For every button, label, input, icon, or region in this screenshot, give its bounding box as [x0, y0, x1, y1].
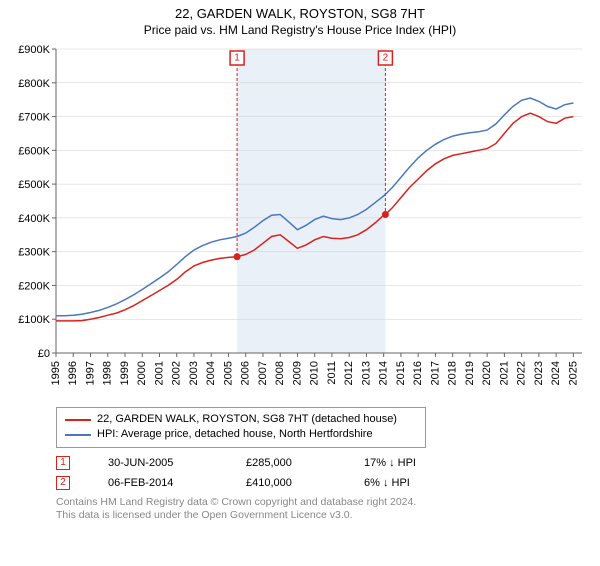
x-tick-label: 2016 — [412, 361, 424, 385]
chart-subtitle: Price paid vs. HM Land Registry's House … — [0, 23, 600, 37]
legend-swatch — [65, 434, 91, 436]
x-tick-label: 2023 — [533, 361, 545, 385]
x-tick-label: 2008 — [274, 361, 286, 385]
x-tick-label: 2001 — [153, 361, 165, 385]
y-tick-label: £200K — [18, 280, 50, 292]
y-tick-label: £700K — [18, 112, 50, 124]
x-tick-label: 2009 — [291, 361, 303, 385]
chart-title: 22, GARDEN WALK, ROYSTON, SG8 7HT — [0, 6, 600, 21]
x-tick-label: 2021 — [498, 361, 510, 385]
x-tick-label: 2000 — [136, 361, 148, 385]
x-tick-label: 2011 — [326, 361, 338, 385]
x-tick-label: 2015 — [395, 361, 407, 385]
x-tick-label: 1996 — [67, 361, 79, 385]
x-tick-label: 2017 — [429, 361, 441, 385]
transaction-delta: 17% ↓ HPI — [364, 457, 416, 469]
marker-dot — [382, 211, 389, 218]
x-tick-label: 2007 — [257, 361, 269, 385]
legend-label: HPI: Average price, detached house, Nort… — [97, 427, 373, 442]
x-tick-label: 2012 — [343, 361, 355, 385]
x-tick-label: 1997 — [84, 361, 96, 385]
transaction-row: 1 30-JUN-2005 £285,000 17% ↓ HPI — [56, 456, 600, 470]
y-tick-label: £100K — [18, 314, 50, 326]
transaction-price: £285,000 — [246, 457, 326, 469]
legend-label: 22, GARDEN WALK, ROYSTON, SG8 7HT (detac… — [97, 412, 397, 427]
transaction-date: 06-FEB-2014 — [108, 477, 208, 489]
marker-number: 2 — [383, 53, 389, 64]
x-tick-label: 2018 — [447, 361, 459, 385]
x-tick-label: 2004 — [205, 361, 217, 385]
line-chart-svg: £0 £100K £200K £300K £400K £500K £600K £700K £80… — [0, 43, 600, 403]
x-tick-label: 2003 — [188, 361, 200, 385]
legend-swatch — [65, 419, 91, 421]
x-tick-label: 1998 — [102, 361, 114, 385]
y-tick-label: £400K — [18, 213, 50, 225]
x-tick-label: 2005 — [222, 361, 234, 385]
footer-line-1: Contains HM Land Registry data © Crown c… — [56, 496, 600, 510]
x-tick-label: 1995 — [50, 361, 62, 385]
legend-box: 22, GARDEN WALK, ROYSTON, SG8 7HT (detac… — [56, 407, 426, 448]
x-tick-label: 1999 — [119, 361, 131, 385]
transaction-date: 30-JUN-2005 — [108, 457, 208, 469]
chart-area: £0 £100K £200K £300K £400K £500K £600K £700K £80… — [0, 43, 600, 403]
y-tick-label: £600K — [18, 145, 50, 157]
legend-row: 22, GARDEN WALK, ROYSTON, SG8 7HT (detac… — [65, 412, 417, 427]
y-tick-label: £500K — [18, 179, 50, 191]
y-tick-label: £800K — [18, 78, 50, 90]
y-tick-label: £0 — [38, 348, 50, 360]
transaction-delta: 6% ↓ HPI — [364, 477, 410, 489]
x-tick-label: 2020 — [481, 361, 493, 385]
x-tick-label: 2010 — [309, 361, 321, 385]
x-tick-label: 2024 — [550, 361, 562, 385]
y-tick-label: £900K — [18, 44, 50, 56]
footer-line-2: This data is licensed under the Open Gov… — [56, 509, 600, 523]
x-tick-label: 2025 — [567, 361, 579, 385]
transaction-marker: 2 — [56, 476, 70, 490]
x-tick-label: 2014 — [378, 361, 390, 385]
transaction-price: £410,000 — [246, 477, 326, 489]
x-tick-label: 2002 — [171, 361, 183, 385]
x-tick-label: 2013 — [360, 361, 372, 385]
x-tick-label: 2022 — [516, 361, 528, 385]
footer-attribution: Contains HM Land Registry data © Crown c… — [56, 496, 600, 523]
marker-number: 1 — [234, 53, 240, 64]
marker-dot — [234, 253, 241, 260]
transactions-table: 1 30-JUN-2005 £285,000 17% ↓ HPI 2 06-FEB-201… — [56, 456, 600, 490]
x-tick-label: 2006 — [240, 361, 252, 385]
transaction-marker: 1 — [56, 456, 70, 470]
shaded-ownership-period — [237, 49, 385, 353]
transaction-row: 2 06-FEB-2014 £410,000 6% ↓ HPI — [56, 476, 600, 490]
legend-row: HPI: Average price, detached house, Nort… — [65, 427, 417, 442]
x-tick-label: 2019 — [464, 361, 476, 385]
y-tick-label: £300K — [18, 247, 50, 259]
